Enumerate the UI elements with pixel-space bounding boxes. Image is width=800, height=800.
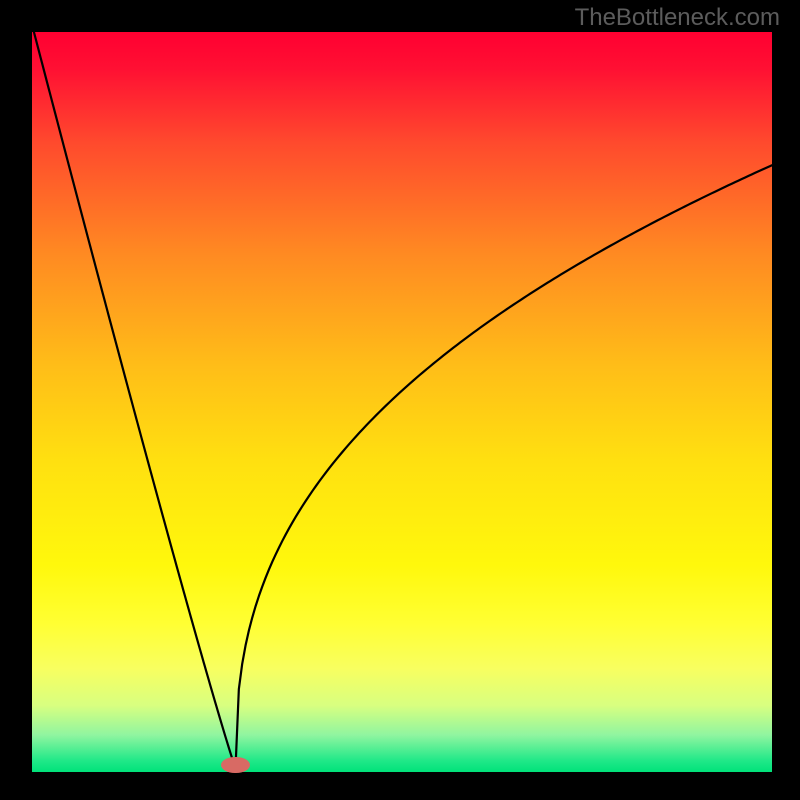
- chart-container: TheBottleneck.com: [0, 0, 800, 800]
- curve-path: [32, 25, 772, 769]
- watermark-text: TheBottleneck.com: [575, 4, 780, 32]
- plot-area: [32, 32, 772, 772]
- bottleneck-curve: [32, 32, 772, 772]
